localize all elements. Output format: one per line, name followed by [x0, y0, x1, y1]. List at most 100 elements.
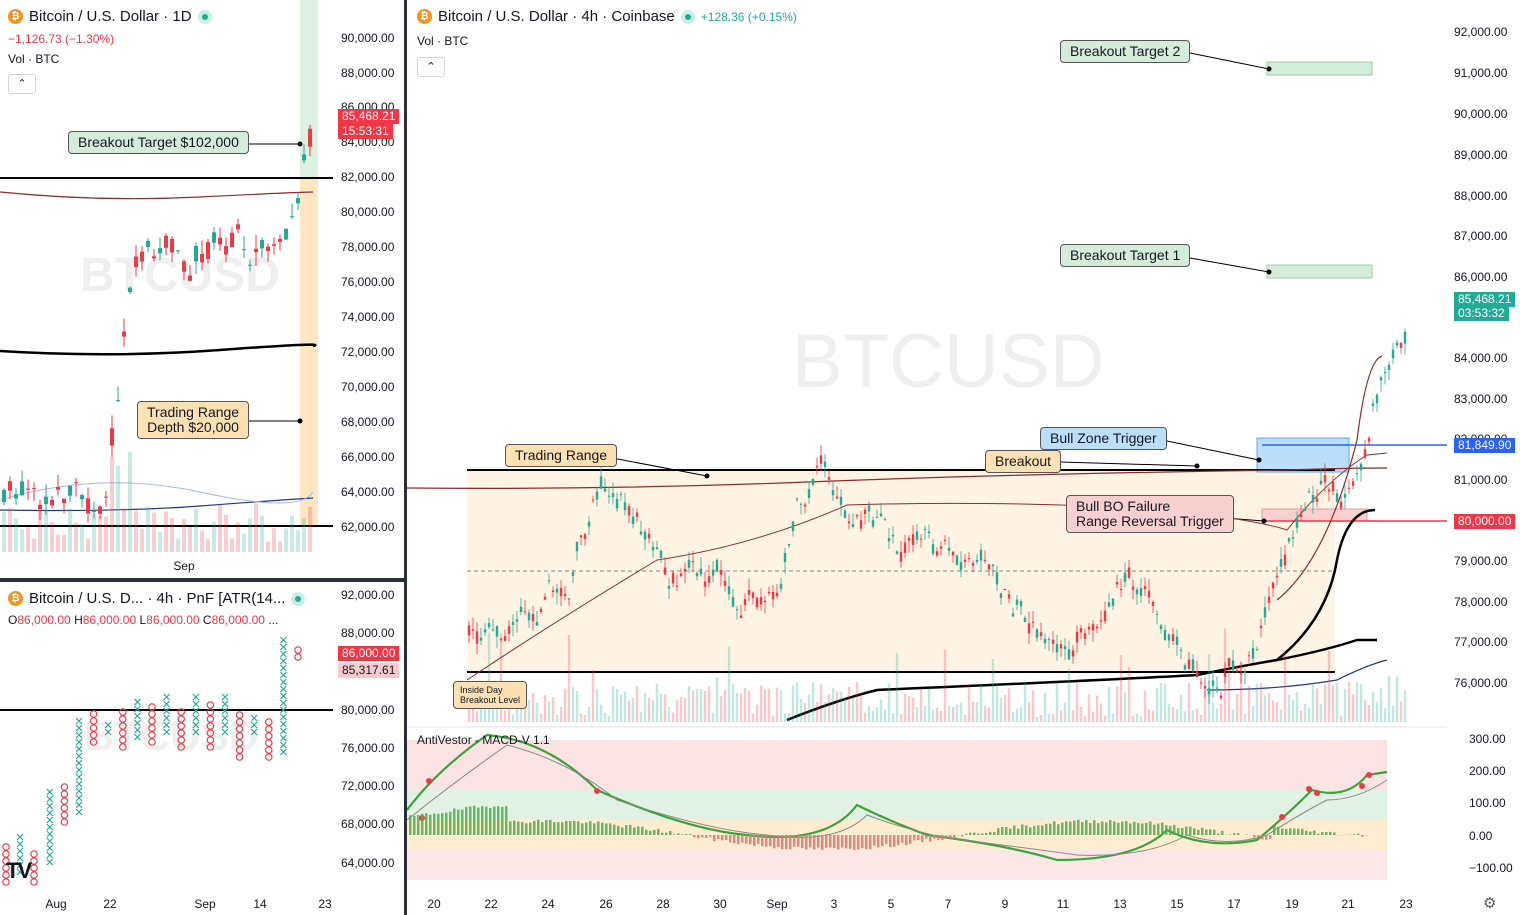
pane-divider-horizontal[interactable]	[0, 578, 404, 582]
volume-bar	[1159, 682, 1163, 722]
candle-body	[44, 496, 48, 504]
volume-bar	[711, 712, 715, 722]
indicator-zone-bear	[407, 850, 1387, 880]
candle-body	[615, 498, 619, 509]
candle-body	[899, 552, 903, 562]
axis-tick-label: 91,000.00	[1454, 66, 1508, 80]
axis-tick-label: 7	[944, 897, 952, 911]
candle-body	[1295, 517, 1299, 528]
candle-body	[1219, 695, 1223, 699]
candle-body	[1379, 377, 1383, 381]
note-breakout-target-daily[interactable]: Breakout Target $102,000	[68, 131, 249, 154]
macd-histogram-bar	[973, 832, 976, 835]
macd-histogram-bar	[737, 835, 740, 845]
main-chart-title[interactable]: Bitcoin / U.S. Dollar · 4h · Coinbase	[438, 8, 675, 25]
macd-histogram-bar	[437, 813, 440, 835]
macd-histogram-bar	[677, 833, 680, 835]
candle-body	[1287, 538, 1291, 542]
pnf-chart-pane[interactable]: BTCUSD ₿ Bitcoin / U.S. D... · 4h · PnF …	[0, 582, 404, 915]
volume-bar	[699, 689, 703, 722]
candle-body	[272, 244, 276, 246]
pnf-chart-header[interactable]: ₿ Bitcoin / U.S. D... · 4h · PnF [ATR(14…	[8, 590, 306, 607]
macd-histogram-bar	[1201, 827, 1204, 835]
volume-bar	[951, 706, 955, 722]
pnf-x-mark	[46, 851, 54, 859]
note-inside-day[interactable]: Inside Day Breakout Level	[453, 681, 528, 709]
volume-bar	[799, 698, 803, 722]
macd-histogram-bar	[1029, 827, 1032, 835]
volume-bar	[134, 510, 138, 552]
candle-body	[679, 573, 683, 577]
tradingview-logo[interactable]: TV	[6, 858, 32, 883]
volume-bar	[1279, 709, 1283, 722]
note-breakout-target-2[interactable]: Breakout Target 2	[1060, 40, 1191, 63]
candle-body	[1259, 625, 1263, 629]
macd-histogram-bar	[889, 835, 892, 848]
note-breakout[interactable]: Breakout	[985, 450, 1062, 473]
collapse-legend-button[interactable]: ⌃	[417, 57, 445, 77]
candle-body	[787, 543, 791, 546]
pnf-price-tag-2: 85,317.61	[338, 663, 400, 678]
macd-histogram-bar	[865, 835, 868, 850]
macd-signal-dot	[1359, 783, 1365, 789]
candle-body	[879, 513, 883, 517]
volume-bar	[735, 693, 739, 722]
candle-body	[567, 598, 571, 600]
macd-histogram-bar	[585, 822, 588, 835]
macd-histogram-bar	[721, 835, 724, 841]
note-bull-zone-trigger[interactable]: Bull Zone Trigger	[1040, 427, 1167, 450]
main-price-tag: 85,468.21	[1454, 292, 1516, 307]
volume-bar	[623, 691, 627, 722]
macd-histogram-bar	[545, 820, 548, 835]
daily-chart-title[interactable]: Bitcoin / U.S. Dollar · 1D	[29, 8, 192, 25]
volume-bar	[563, 688, 567, 722]
macd-histogram-bar	[689, 833, 692, 835]
macd-histogram-bar	[1069, 821, 1072, 835]
macd-histogram-bar	[673, 834, 676, 835]
macd-histogram-bar	[813, 835, 816, 850]
indicator-name[interactable]: AntiVestor - MACD-V 1.1	[417, 733, 550, 747]
note-trading-range[interactable]: Trading Range	[505, 444, 618, 467]
candle-body	[74, 482, 78, 484]
volume-bar	[523, 708, 527, 722]
daily-chart-header[interactable]: ₿ Bitcoin / U.S. Dollar · 1D	[8, 8, 212, 25]
volume-bar	[499, 633, 503, 722]
candle-body	[1323, 475, 1327, 483]
main-chart-pane[interactable]: BTCUSD ₿ Bitcoin / U.S. Dollar · 4h · Co…	[407, 0, 1520, 915]
note-bull-bo-failure[interactable]: Bull BO Failure Range Reversal Trigger	[1066, 495, 1234, 533]
candle-body	[242, 249, 246, 251]
main-volume-label[interactable]: Vol · BTC	[417, 34, 469, 48]
pnf-chart-title[interactable]: Bitcoin / U.S. D... · 4h · PnF [ATR(14..…	[29, 590, 286, 607]
volume-bar	[935, 707, 939, 722]
daily-chart-pane[interactable]: BTCUSD ₿ Bitcoin / U.S. Dollar · 1D −1,1…	[0, 0, 404, 578]
chart-settings-icon[interactable]: ⚙	[1483, 895, 1497, 912]
candle-body	[146, 240, 150, 248]
volume-bar	[1359, 683, 1363, 722]
candle-body	[1223, 672, 1227, 677]
candle-body	[1063, 646, 1067, 650]
candle-body	[487, 623, 491, 628]
axis-tick-label: 200.00	[1469, 764, 1506, 778]
volume-bar	[146, 507, 150, 552]
note-trading-range-depth[interactable]: Trading Range Depth $20,000	[137, 401, 250, 439]
daily-chart-canvas[interactable]	[0, 0, 404, 578]
note-breakout-target-1[interactable]: Breakout Target 1	[1060, 244, 1191, 267]
note-dot	[1194, 463, 1200, 469]
main-chart-header[interactable]: ₿ Bitcoin / U.S. Dollar · 4h · Coinbase …	[417, 8, 797, 25]
pnf-watermark: BTCUSD	[84, 712, 259, 759]
candle-body	[887, 538, 891, 542]
collapse-legend-button[interactable]: ⌃	[8, 74, 36, 94]
candle-body	[683, 568, 687, 572]
pane-divider-vertical[interactable]	[404, 0, 407, 915]
pnf-x-mark	[46, 844, 54, 852]
bitcoin-icon: ₿	[8, 9, 23, 24]
candle-body	[1235, 670, 1239, 672]
candle-body	[1103, 610, 1107, 622]
daily-volume-label[interactable]: Vol · BTC	[8, 52, 60, 66]
pnf-o-mark	[119, 708, 127, 716]
volume-bar	[1087, 694, 1091, 722]
volume-bar	[695, 688, 699, 722]
candle-body	[224, 246, 228, 255]
volume-bar	[74, 522, 78, 552]
pnf-chart-canvas[interactable]	[0, 582, 404, 915]
